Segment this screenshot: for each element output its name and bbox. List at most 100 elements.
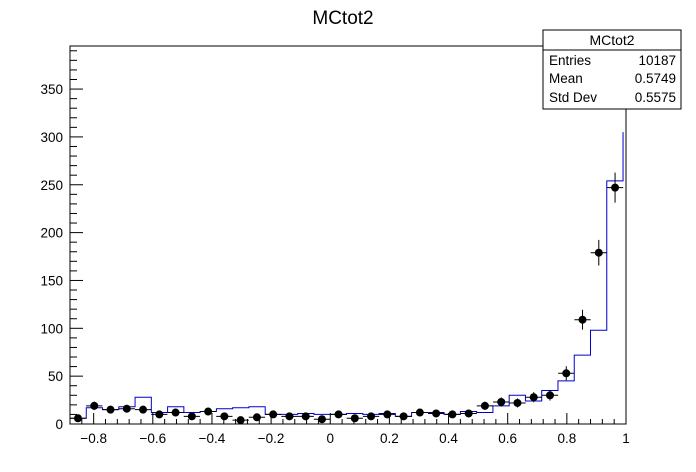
data-point-marker [204,407,213,416]
data-point-marker [562,369,571,378]
data-point [248,413,266,422]
data-point-marker [155,410,164,419]
x-tick-label: 0 [326,431,334,446]
data-point-marker [106,405,115,414]
y-tick-label: 200 [40,226,63,241]
x-tick-label: −0.6 [139,431,166,446]
data-point [330,410,347,419]
data-point [199,407,217,416]
data-point [558,366,575,381]
data-point-marker [415,408,424,417]
data-point [281,412,298,421]
data-point [379,410,396,419]
data-point-marker [367,412,376,421]
y-tick-label: 100 [40,321,63,336]
stats-mean-label: Mean [549,71,583,86]
data-point [427,409,445,418]
y-axis: 0 50 100 150 200 250 300 350 [40,50,83,432]
data-point-marker [350,414,359,423]
y-tick-label: 150 [40,273,63,288]
data-point [183,412,200,421]
data-points-series [69,172,624,425]
data-point [476,401,494,411]
stats-entries-value: 10187 [638,53,676,68]
data-point-marker [236,416,245,425]
data-point [362,412,380,421]
data-point [444,410,461,419]
data-point-marker [545,391,554,400]
x-tick-label: 0.8 [557,431,576,446]
y-tick-label: 300 [40,130,63,145]
stats-mean-value: 0.5749 [635,71,676,86]
data-point [265,410,282,419]
data-point [590,239,607,266]
stats-stddev-label: Std Dev [549,90,597,105]
data-point [509,398,526,408]
data-point-marker [480,401,489,410]
data-point [395,412,412,421]
y-tick-label: 350 [40,82,63,97]
data-point [232,416,249,425]
y-tick-label: 0 [55,417,63,432]
data-point [493,397,510,407]
data-point [216,412,233,421]
data-point [151,410,168,419]
x-tick-label: 1 [622,431,630,446]
data-point [460,409,477,418]
data-point [346,414,363,423]
data-point-marker [448,410,457,419]
data-point-marker [497,397,506,406]
plot-frame [69,45,627,425]
data-point-marker [383,410,392,419]
data-point-marker [594,248,603,257]
histogram-step-line [69,132,624,424]
x-tick-label: 0.6 [498,431,517,446]
data-point [574,309,591,330]
data-point-marker [269,410,278,419]
data-point-marker [220,412,229,421]
data-point-marker [399,412,408,421]
data-point [411,408,428,417]
x-tick-label: −0.8 [80,431,107,446]
stats-box-frame [542,29,682,110]
x-tick-label: −0.4 [199,431,226,446]
data-point [541,390,559,401]
histogram-step-series [69,132,624,424]
data-point [525,392,542,403]
data-point-marker [529,393,538,402]
x-tick-label: −0.2 [258,431,285,446]
data-point-marker [122,404,131,413]
data-point [167,408,184,417]
data-point [69,414,87,423]
stats-stddev-value: 0.5575 [635,90,676,105]
stats-box-title: MCtot2 [589,32,634,48]
data-point-marker [611,183,620,192]
x-axis: −0.8 −0.6 −0.4 −0.2 0 0.2 0.4 0.6 0.8 1 [69,413,630,446]
x-tick-label: 0.4 [439,431,458,446]
chart-title: MCtot2 [312,8,373,29]
x-tick-label: 0.2 [380,431,399,446]
data-point [118,404,135,413]
data-point-marker [301,412,310,421]
data-point [297,412,314,421]
data-point [102,405,119,414]
data-point-marker [513,398,522,407]
data-point-marker [171,408,180,417]
data-point [313,415,331,424]
stats-entries-label: Entries [549,53,591,68]
data-point [606,172,624,203]
data-point [134,405,152,414]
data-point [86,401,103,411]
data-point-marker [139,405,148,414]
data-point-marker [432,409,441,418]
data-point-marker [73,414,82,423]
data-point-marker [317,415,326,424]
y-tick-label: 250 [40,178,63,193]
stats-box: MCtot2 Entries 10187 Mean 0.5749 Std Dev… [542,29,682,110]
data-point-marker [187,412,196,421]
data-point-marker [464,409,473,418]
data-point-marker [578,315,587,324]
data-point-marker [285,412,294,421]
data-point-marker [334,410,343,419]
